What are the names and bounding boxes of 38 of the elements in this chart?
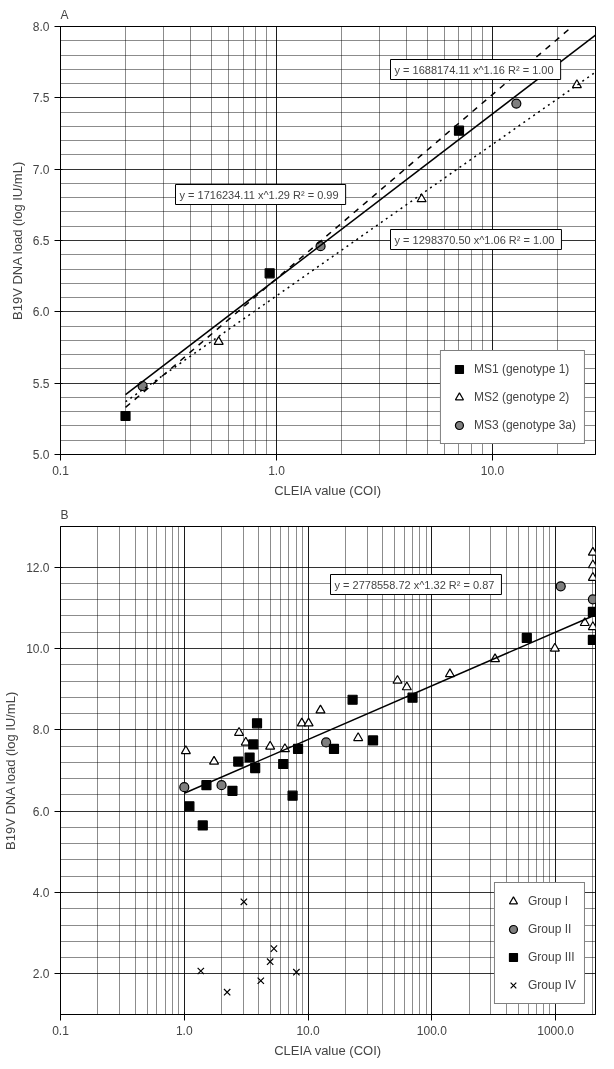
y-tick-label: 7.5 — [32, 91, 50, 106]
chart-title: A — [60, 7, 69, 22]
x-tick-label: 1000.0 — [537, 1023, 575, 1038]
annotation: y = 1688174.11 x^1.16 R² = 1.00 — [394, 63, 554, 76]
x-tick-label: 0.1 — [52, 463, 70, 478]
x-tick-label: 1.0 — [268, 463, 286, 478]
x-tick-label: 1.0 — [175, 1023, 193, 1038]
x-tick-label: 100.0 — [416, 1023, 448, 1038]
annotation: y = 1716234.11 x^1.29 R² = 0.99 — [179, 188, 339, 201]
y-axis-title: B19V DNA load (log IU/mL) — [9, 161, 25, 320]
y-tick-label: 5.0 — [32, 448, 50, 462]
chart-title: B — [60, 507, 69, 522]
y-tick-label: 8.0 — [32, 20, 50, 34]
legend-label: MS2 (genotype 2) — [473, 390, 570, 404]
legend-label: Group III — [527, 950, 575, 964]
y-tick-label: 10.0 — [26, 642, 50, 656]
legend-label: Group II — [527, 922, 572, 936]
x-axis-title: CLEIA value (COI) — [274, 1042, 382, 1058]
y-tick-label: 2.0 — [32, 967, 50, 982]
annotation: y = 1298370.50 x^1.06 R² = 1.00 — [394, 233, 555, 246]
y-tick-label: 5.5 — [32, 376, 50, 391]
x-tick-label: 10.0 — [296, 1023, 321, 1038]
x-axis-title: CLEIA value (COI) — [274, 482, 382, 498]
legend-label: MS1 (genotype 1) — [473, 362, 570, 376]
y-tick-label: 12.0 — [26, 560, 50, 575]
y-tick-label: 6.0 — [32, 305, 50, 320]
annotation: y = 2778558.72 x^1.32 R² = 0.87 — [334, 578, 495, 591]
x-tick-label: 0.1 — [52, 1023, 70, 1038]
legend-label: MS3 (genotype 3a) — [473, 418, 576, 432]
legend-label: Group IV — [527, 978, 576, 992]
y-axis-title: B19V DNA load (log IU/mL) — [3, 691, 19, 850]
legend-label: Group I — [527, 894, 568, 908]
y-tick-label: 8.0 — [32, 723, 50, 738]
y-tick-label: 4.0 — [32, 886, 50, 900]
y-tick-label: 6.0 — [32, 804, 50, 819]
y-tick-label: 6.5 — [32, 234, 50, 248]
y-tick-label: 7.0 — [32, 162, 50, 177]
x-tick-label: 10.0 — [480, 463, 505, 478]
